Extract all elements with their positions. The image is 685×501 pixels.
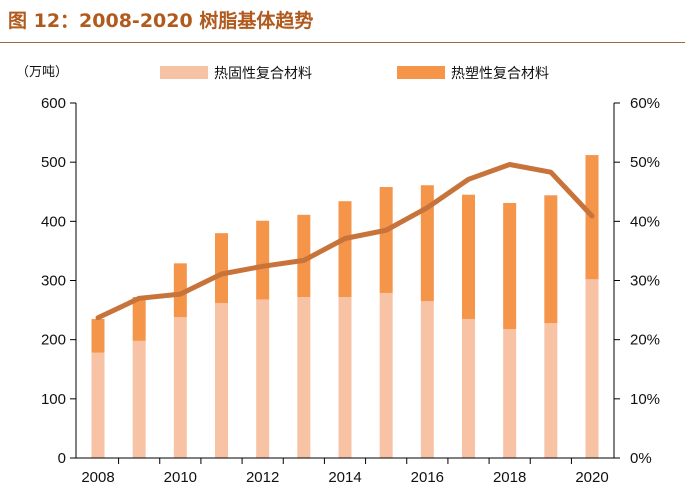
y-right-tick-label-1: 10% [630, 391, 660, 408]
x-tick-label-2010: 2010 [164, 469, 197, 486]
figure-title: 图 12：2008-2020 树脂基体趋势 [8, 10, 314, 32]
legend: 热固性复合材料 热塑性复合材料 [160, 65, 549, 82]
axes-layer: 0 100 200 300 400 500 600 0% 10% 20% 30% 40% 50% 60% 2… [41, 95, 660, 486]
bar-thermoplastic-2019 [544, 195, 558, 324]
y-right-tick-label-3: 30% [630, 273, 660, 290]
bar-thermoplastic-2018 [503, 202, 517, 330]
y-right-tick-label-6: 60% [630, 95, 660, 112]
x-tick-label-2016: 2016 [411, 469, 444, 486]
bar-thermoset-2017 [462, 318, 475, 458]
bar-thermoplastic-2016 [420, 185, 434, 302]
legend-label-thermoset: 热固性复合材料 [214, 65, 312, 82]
y-left-tick-label-100: 100 [41, 391, 66, 408]
y-left-tick-label-200: 200 [41, 332, 66, 349]
bar-thermoplastic-2009 [132, 297, 146, 341]
legend-swatch-thermoplastic [397, 66, 445, 79]
y-right-tick-label-2: 20% [630, 332, 660, 349]
y-left-tick-label-300: 300 [41, 273, 66, 290]
x-tick-label-2014: 2014 [328, 469, 361, 486]
bar-thermoplastic-2013 [297, 214, 311, 298]
y-left-tick-label-500: 500 [41, 154, 66, 171]
bar-thermoset-2012 [256, 299, 270, 458]
bar-thermoset-2018 [503, 329, 517, 458]
y-left-tick-label-600: 600 [41, 95, 66, 112]
x-tick-label-2012: 2012 [246, 469, 279, 486]
bar-thermoset-2014 [338, 297, 352, 458]
bar-thermoset-2020 [585, 279, 599, 458]
bar-thermoplastic-2015 [379, 187, 393, 293]
bar-thermoset-2009 [132, 340, 146, 458]
y-right-tick-label-5: 50% [630, 154, 660, 171]
bar-thermoset-2015 [379, 292, 393, 458]
y-right-tick-label-4: 40% [630, 213, 660, 230]
bar-thermoset-2011 [215, 302, 228, 458]
bars-layer [91, 155, 599, 458]
x-tick-label-2018: 2018 [493, 469, 526, 486]
bar-thermoset-2019 [544, 323, 558, 458]
x-tick-label-2020: 2020 [575, 469, 608, 486]
bar-thermoplastic-2017 [462, 194, 475, 319]
y-axis-unit-label: （万吨） [16, 65, 68, 80]
bar-thermoplastic-2012 [256, 220, 270, 300]
bar-thermoplastic-2014 [338, 201, 352, 298]
y-right-tick-label-0: 0% [630, 450, 652, 467]
bar-thermoset-2008 [91, 352, 105, 458]
ratio-line-layer [95, 162, 595, 321]
y-left-tick-label-400: 400 [41, 213, 66, 230]
legend-swatch-thermoset [160, 66, 208, 79]
bar-thermoset-2013 [297, 297, 311, 458]
title-divider [0, 42, 685, 43]
x-tick-label-2008: 2008 [81, 469, 114, 486]
y-left-tick-label-0: 0 [58, 450, 66, 467]
legend-label-thermoplastic: 热塑性复合材料 [451, 65, 549, 82]
bar-thermoplastic-2008 [91, 318, 105, 353]
bar-thermoplastic-2011 [215, 233, 228, 303]
bar-thermoset-2010 [173, 317, 187, 458]
bar-thermoplastic-2010 [173, 263, 187, 318]
bar-thermoset-2016 [420, 301, 434, 458]
